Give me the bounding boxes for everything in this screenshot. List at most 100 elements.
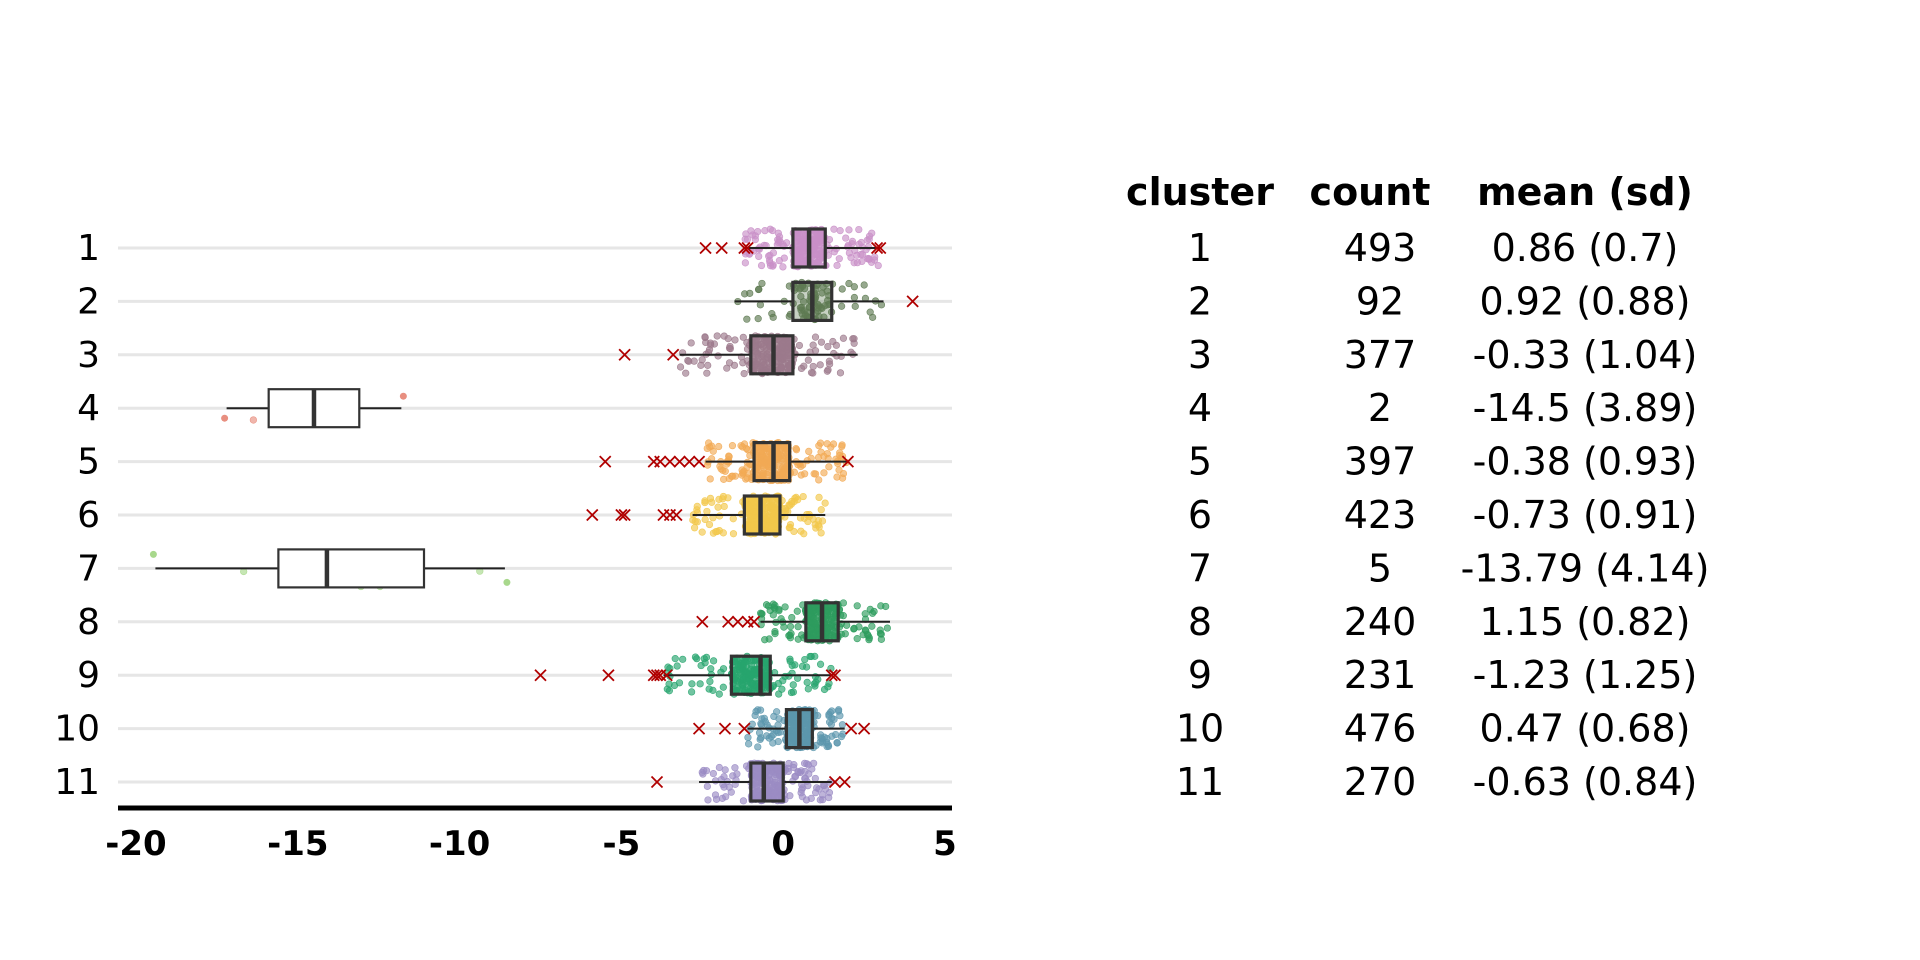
table-cell: 10 (1176, 707, 1224, 751)
point (788, 613, 796, 622)
point (813, 784, 821, 792)
point (833, 261, 841, 270)
point (868, 622, 876, 630)
point (775, 690, 783, 698)
point (789, 763, 798, 772)
point (703, 369, 711, 377)
summary-table: cluster count mean (sd)1 493 0.86 (0.7)2 92 0.… (1126, 170, 1709, 804)
point (783, 354, 791, 362)
point (761, 636, 769, 644)
point (725, 783, 733, 791)
point (721, 766, 729, 774)
point (883, 624, 891, 632)
point (757, 261, 766, 270)
point (804, 782, 812, 790)
y-tick-label-11: 11 (54, 762, 100, 803)
point (838, 441, 846, 449)
point (816, 660, 825, 668)
point (820, 469, 828, 477)
table-cell: 0.92 (0.88) (1480, 279, 1691, 323)
table-cell: 423 (1344, 493, 1417, 537)
point (801, 655, 809, 664)
point (705, 520, 714, 529)
table-cell: 5 (1188, 440, 1212, 484)
point (719, 683, 727, 691)
point (823, 440, 831, 448)
table-cell: 0.47 (0.68) (1480, 707, 1691, 751)
point (744, 733, 752, 742)
table-cell: 1.15 (0.82) (1480, 600, 1691, 644)
point (816, 361, 824, 369)
point (860, 281, 868, 289)
point (835, 706, 843, 714)
table-cell: -13.79 (4.14) (1461, 546, 1710, 590)
point (755, 285, 763, 293)
point (743, 235, 752, 243)
point (812, 250, 820, 259)
x-tick-label: 0 (771, 824, 795, 864)
point (706, 494, 715, 502)
point (804, 356, 812, 364)
x-tick-label: -20 (105, 824, 166, 864)
point (747, 227, 755, 235)
y-tick-label-8: 8 (77, 602, 100, 643)
point (701, 498, 709, 507)
point (714, 352, 722, 360)
point (731, 764, 739, 772)
point (792, 445, 800, 453)
table-cell: 377 (1344, 333, 1417, 377)
table-cell: 6 (1188, 493, 1212, 537)
point (705, 685, 713, 693)
point (747, 504, 755, 513)
point (817, 734, 825, 742)
point (758, 610, 766, 618)
point (775, 607, 783, 615)
point (810, 470, 818, 478)
point (794, 623, 802, 631)
point (729, 515, 737, 523)
point (798, 793, 806, 801)
point (797, 364, 806, 373)
x-tick-label: -15 (267, 824, 328, 864)
point (719, 665, 728, 673)
point (704, 361, 712, 369)
point (743, 677, 751, 685)
table-cell: 2 (1368, 386, 1392, 430)
point (775, 715, 783, 723)
point (839, 334, 848, 342)
point (836, 712, 844, 720)
point (797, 292, 805, 301)
table-cell: 1 (1188, 226, 1212, 270)
point (838, 285, 846, 293)
point (857, 238, 865, 247)
box-11 (749, 761, 785, 803)
table-cell: 8 (1188, 600, 1212, 644)
point (769, 600, 777, 608)
y-tick-label-5: 5 (77, 442, 100, 483)
point (863, 236, 871, 244)
table-cell: -0.38 (0.93) (1473, 440, 1698, 484)
point (811, 774, 819, 783)
point (828, 732, 836, 740)
point (817, 448, 825, 456)
point (715, 442, 723, 451)
point (857, 250, 865, 259)
y-axis-labels: 1 2 3 4 5 6 7 8 9 10 11 (54, 228, 100, 803)
point (754, 315, 762, 323)
point (718, 794, 726, 802)
point (743, 315, 751, 323)
table-header-3: mean (sd) (1477, 170, 1693, 214)
point (728, 442, 737, 450)
point (724, 494, 732, 502)
point (709, 769, 717, 778)
point (755, 252, 763, 261)
point (758, 279, 766, 288)
point (839, 599, 847, 607)
point (795, 341, 804, 350)
point (801, 774, 809, 782)
point (838, 721, 847, 729)
table-cell: 476 (1344, 707, 1417, 751)
point (729, 772, 737, 780)
point (671, 655, 679, 663)
